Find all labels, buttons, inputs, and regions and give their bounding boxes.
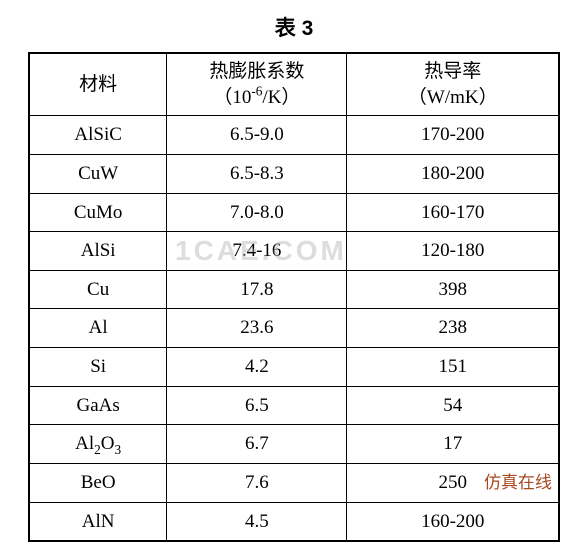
cell-material: Al2O3 — [29, 425, 167, 464]
table-row: AlN4.5160-200 — [29, 502, 559, 541]
cell-material: Cu — [29, 270, 167, 309]
cell-expansion: 6.5-8.3 — [167, 154, 347, 193]
table-row: Al23.6238 — [29, 309, 559, 348]
cell-material: CuW — [29, 154, 167, 193]
header-expansion-suffix: /K） — [262, 87, 300, 108]
cell-material: AlSiC — [29, 116, 167, 155]
cell-conductivity: 160-170 — [347, 193, 559, 232]
table-row: AlSiC6.5-9.0170-200 — [29, 116, 559, 155]
cell-expansion: 7.0-8.0 — [167, 193, 347, 232]
cell-conductivity: 160-200 — [347, 502, 559, 541]
table-row: AlSi7.4-16120-180 — [29, 232, 559, 271]
table-row: Si4.2151 — [29, 348, 559, 387]
cell-material: CuMo — [29, 193, 167, 232]
cell-expansion: 4.5 — [167, 502, 347, 541]
cell-expansion: 23.6 — [167, 309, 347, 348]
table-row: Al2O36.717 — [29, 425, 559, 464]
header-expansion-prefix: （10 — [213, 87, 251, 108]
header-expansion-line1: 热膨胀系数 — [171, 59, 342, 85]
header-conductivity-line1: 热导率 — [351, 59, 554, 85]
cell-conductivity: 54 — [347, 386, 559, 425]
table-row: CuMo7.0-8.0160-170 — [29, 193, 559, 232]
table-title: 表 3 — [28, 12, 560, 42]
header-conductivity: 热导率 （W/mK） — [347, 53, 559, 116]
cell-expansion: 6.5-9.0 — [167, 116, 347, 155]
table-row: CuW6.5-8.3180-200 — [29, 154, 559, 193]
cell-expansion: 17.8 — [167, 270, 347, 309]
materials-table: 材料 热膨胀系数 （10-6/K） 热导率 （W/mK） AlSiC6.5-9.… — [28, 52, 560, 542]
header-expansion-line2: （10-6/K） — [171, 85, 342, 111]
cell-expansion: 7.4-16 — [167, 232, 347, 271]
cell-conductivity: 17 — [347, 425, 559, 464]
cell-material: AlN — [29, 502, 167, 541]
cell-conductivity: 151 — [347, 348, 559, 387]
cell-expansion: 6.5 — [167, 386, 347, 425]
cell-conductivity: 170-200 — [347, 116, 559, 155]
header-expansion-exp: -6 — [251, 83, 262, 98]
cell-material: Si — [29, 348, 167, 387]
table-header-row: 材料 热膨胀系数 （10-6/K） 热导率 （W/mK） — [29, 53, 559, 116]
cell-expansion: 6.7 — [167, 425, 347, 464]
cell-conductivity: 120-180 — [347, 232, 559, 271]
table-row: GaAs6.554 — [29, 386, 559, 425]
cell-expansion: 4.2 — [167, 348, 347, 387]
table-body: AlSiC6.5-9.0170-200CuW6.5-8.3180-200CuMo… — [29, 116, 559, 542]
header-conductivity-line2: （W/mK） — [351, 85, 554, 111]
cell-material: BeO — [29, 464, 167, 503]
table-row: BeO7.6250 — [29, 464, 559, 503]
cell-conductivity: 250 — [347, 464, 559, 503]
table-row: Cu17.8398 — [29, 270, 559, 309]
header-material: 材料 — [29, 53, 167, 116]
cell-conductivity: 398 — [347, 270, 559, 309]
cell-expansion: 7.6 — [167, 464, 347, 503]
header-expansion: 热膨胀系数 （10-6/K） — [167, 53, 347, 116]
cell-material: Al — [29, 309, 167, 348]
cell-material: AlSi — [29, 232, 167, 271]
cell-conductivity: 238 — [347, 309, 559, 348]
cell-material: GaAs — [29, 386, 167, 425]
header-material-label: 材料 — [79, 74, 117, 95]
cell-conductivity: 180-200 — [347, 154, 559, 193]
